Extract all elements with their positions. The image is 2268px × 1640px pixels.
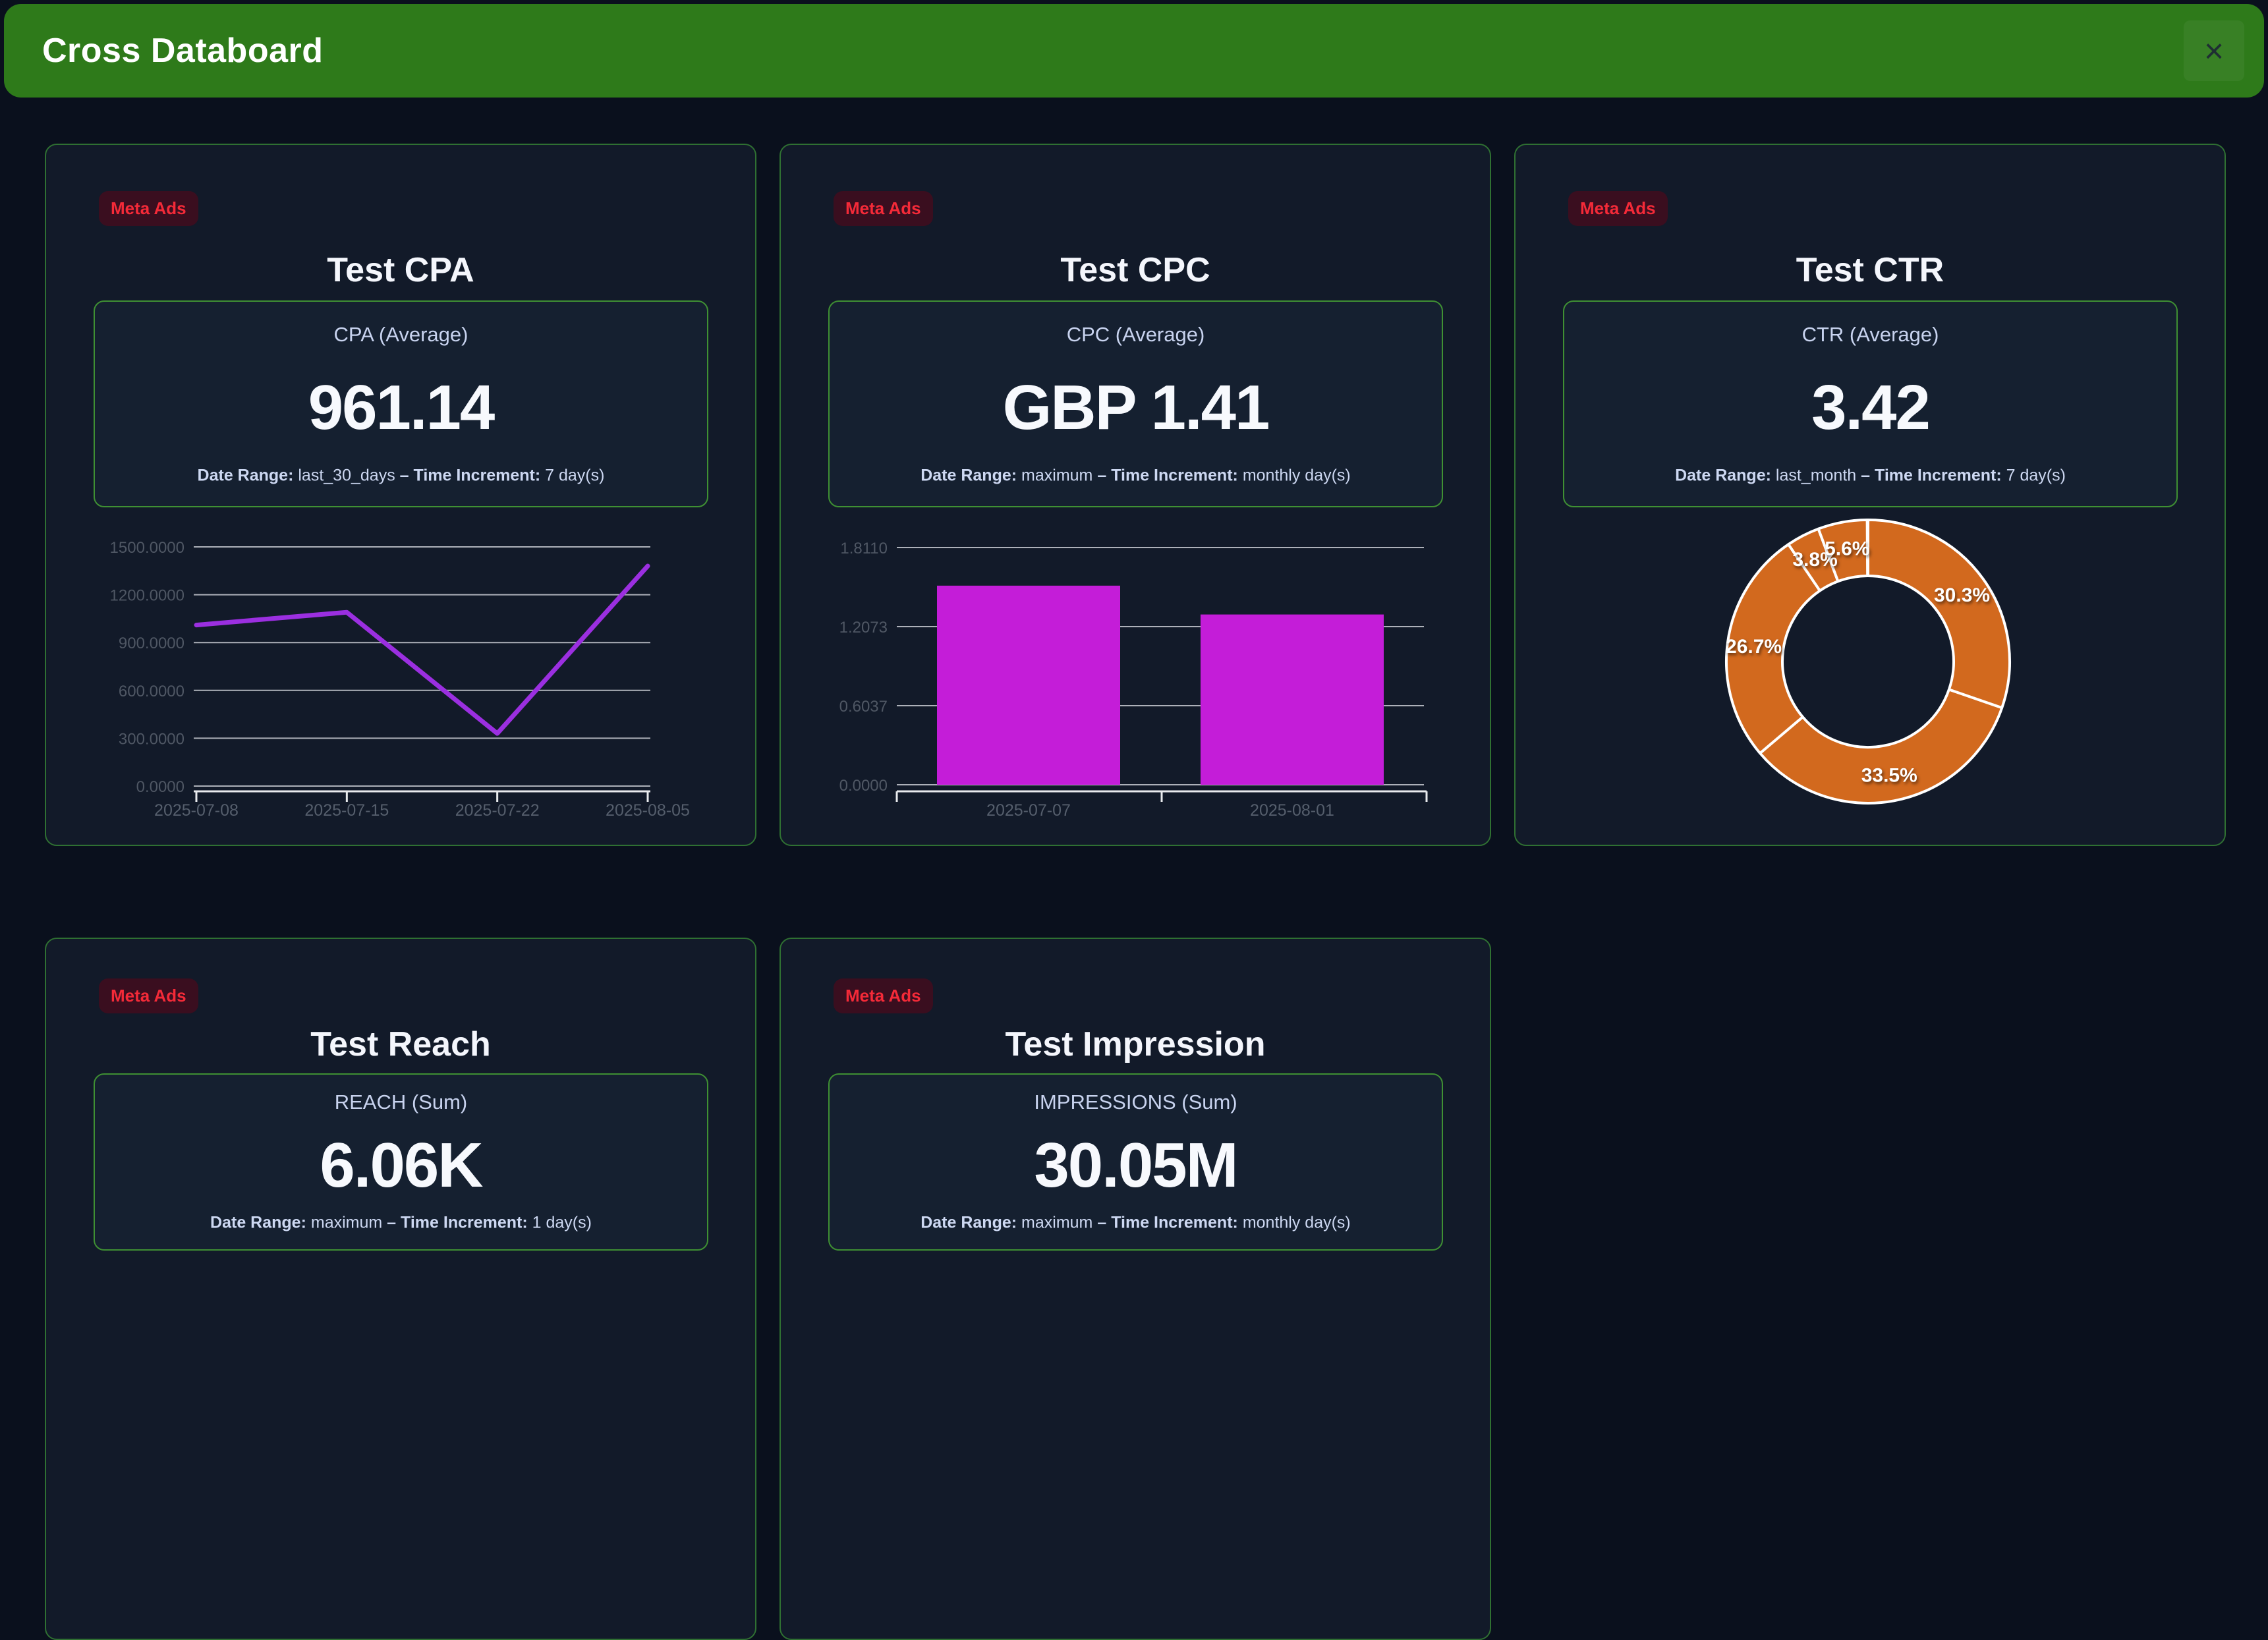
card-title: Test CTR <box>1796 251 1944 289</box>
svg-text:0.6037: 0.6037 <box>839 698 888 716</box>
metric-value: GBP 1.41 <box>1002 372 1270 443</box>
meta-ads-badge: Meta Ads <box>1568 191 1668 226</box>
time-increment-value: 7 day(s) <box>2006 466 2066 484</box>
metric-value: 961.14 <box>308 372 496 443</box>
svg-text:3.8%: 3.8% <box>1792 549 1837 571</box>
date-range-value: maximum <box>1021 466 1093 484</box>
metric-summary-box: CTR (Average) 3.42 Date Range: last_mont… <box>1563 300 2178 507</box>
svg-text:600.0000: 600.0000 <box>119 683 184 700</box>
time-increment-label: Time Increment: <box>1111 1213 1238 1232</box>
metric-daterange: Date Range: last_month – Time Increment:… <box>1564 466 2176 485</box>
card-test-reach: Meta Ads Test Reach REACH (Sum) 6.06K Da… <box>45 938 756 1640</box>
page-title: Cross Databoard <box>42 32 324 70</box>
meta-ads-badge: Meta Ads <box>834 191 933 226</box>
close-icon: × <box>2203 32 2225 71</box>
time-increment-label: Time Increment: <box>1875 466 2002 484</box>
date-range-label: Date Range: <box>1675 466 1771 484</box>
separator: – <box>1861 466 1871 484</box>
card-title: Test Impression <box>1005 1025 1266 1063</box>
svg-text:300.0000: 300.0000 <box>119 730 184 748</box>
card-test-ctr: Meta Ads Test CTR CTR (Average) 3.42 Dat… <box>1514 144 2226 846</box>
svg-text:5.6%: 5.6% <box>1825 538 1869 559</box>
metric-daterange: Date Range: maximum – Time Increment: 1 … <box>95 1214 707 1233</box>
metric-summary-box: IMPRESSIONS (Sum) 30.05M Date Range: max… <box>828 1073 1443 1251</box>
meta-ads-badge: Meta Ads <box>99 191 198 226</box>
svg-text:26.7%: 26.7% <box>1726 636 1782 658</box>
time-increment-label: Time Increment: <box>1111 466 1238 484</box>
metric-daterange: Date Range: maximum – Time Increment: mo… <box>830 466 1442 485</box>
metric-label: IMPRESSIONS (Sum) <box>1034 1090 1237 1114</box>
metric-label: CTR (Average) <box>1801 322 1939 346</box>
svg-text:30.3%: 30.3% <box>1934 584 1990 606</box>
svg-text:2025-08-01: 2025-08-01 <box>1250 801 1334 820</box>
header-bar: Cross Databoard × <box>4 4 2264 98</box>
card-test-cpa: Meta Ads Test CPA CPA (Average) 961.14 D… <box>45 144 756 846</box>
separator: – <box>387 1213 397 1232</box>
time-increment-value: monthly day(s) <box>1242 1213 1351 1232</box>
metric-label: CPC (Average) <box>1066 322 1205 346</box>
metric-summary-box: REACH (Sum) 6.06K Date Range: maximum – … <box>94 1073 708 1251</box>
date-range-label: Date Range: <box>921 466 1017 484</box>
metric-summary-box: CPA (Average) 961.14 Date Range: last_30… <box>94 300 708 507</box>
date-range-value: maximum <box>1021 1213 1093 1232</box>
svg-text:1500.0000: 1500.0000 <box>110 539 184 557</box>
svg-text:1.8110: 1.8110 <box>840 540 888 557</box>
metric-label: CPA (Average) <box>333 322 468 346</box>
meta-ads-badge: Meta Ads <box>99 978 198 1013</box>
card-title: Test CPC <box>1060 251 1210 289</box>
ctr-donut-chart: 30.3% 33.5% 26.7% 3.8%5.6% <box>1725 519 2011 805</box>
time-increment-label: Time Increment: <box>401 1213 528 1232</box>
svg-text:2025-07-08: 2025-07-08 <box>154 801 239 820</box>
svg-text:0.0000: 0.0000 <box>839 777 888 795</box>
date-range-label: Date Range: <box>197 466 294 484</box>
svg-text:1200.0000: 1200.0000 <box>110 587 184 605</box>
metric-daterange: Date Range: last_30_days – Time Incremen… <box>95 466 707 485</box>
date-range-label: Date Range: <box>210 1213 306 1232</box>
svg-text:0.0000: 0.0000 <box>136 778 184 796</box>
metric-label: REACH (Sum) <box>334 1090 468 1114</box>
metric-value: 30.05M <box>1034 1129 1238 1201</box>
card-title: Test CPA <box>327 251 474 289</box>
cpc-bar-chart: 0.0000 0.6037 1.2073 1.8110 2025-07-07 2025-0… <box>839 540 1428 820</box>
separator: – <box>1097 466 1107 484</box>
svg-text:2025-07-22: 2025-07-22 <box>455 801 540 820</box>
svg-text:2025-07-07: 2025-07-07 <box>986 801 1071 820</box>
date-range-value: last_30_days <box>298 466 395 484</box>
meta-ads-badge: Meta Ads <box>834 978 933 1013</box>
date-range-value: last_month <box>1775 466 1857 484</box>
date-range-label: Date Range: <box>921 1213 1017 1232</box>
metric-summary-box: CPC (Average) GBP 1.41 Date Range: maxim… <box>828 300 1443 507</box>
svg-text:33.5%: 33.5% <box>1861 765 1917 787</box>
metric-daterange: Date Range: maximum – Time Increment: mo… <box>830 1214 1442 1233</box>
close-button[interactable]: × <box>2184 20 2244 81</box>
svg-text:1.2073: 1.2073 <box>839 619 888 636</box>
card-test-impression: Meta Ads Test Impression IMPRESSIONS (Su… <box>780 938 1491 1640</box>
cpa-line-chart: 0.0000 300.0000 600.0000 900.0000 1200.0000 1… <box>110 539 690 820</box>
svg-text:2025-07-15: 2025-07-15 <box>304 801 389 820</box>
date-range-value: maximum <box>310 1213 383 1232</box>
separator: – <box>399 466 409 484</box>
metric-value: 3.42 <box>1811 372 1931 443</box>
card-test-cpc: Meta Ads Test CPC CPC (Average) GBP 1.41… <box>780 144 1491 846</box>
time-increment-value: 1 day(s) <box>532 1213 592 1232</box>
time-increment-label: Time Increment: <box>413 466 541 484</box>
time-increment-value: monthly day(s) <box>1242 466 1351 484</box>
time-increment-value: 7 day(s) <box>545 466 605 484</box>
metric-value: 6.06K <box>320 1129 483 1201</box>
svg-text:2025-08-05: 2025-08-05 <box>606 801 690 820</box>
svg-text:900.0000: 900.0000 <box>119 635 184 652</box>
card-title: Test Reach <box>310 1025 491 1063</box>
separator: – <box>1097 1213 1107 1232</box>
